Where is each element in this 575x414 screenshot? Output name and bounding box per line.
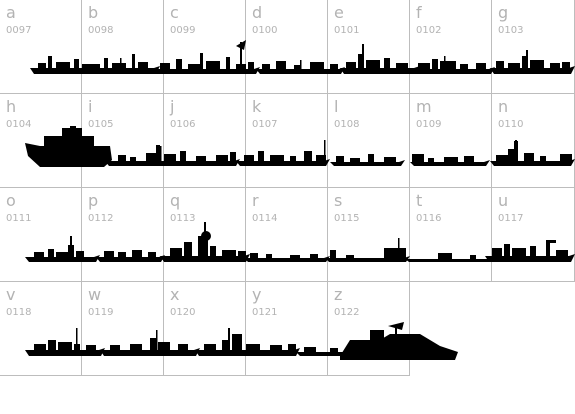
glyph-cell-x: x 0120 (164, 282, 246, 376)
glyph-cell-g: g 0103 (492, 0, 575, 94)
glyph-letter: f (416, 3, 422, 22)
glyph-cell-l: l 0108 (328, 94, 410, 188)
glyph-cell-q: q 0113 (164, 188, 246, 282)
glyph-cell-t: t 0116 (410, 188, 492, 282)
glyph-cell-d: d 0100 (246, 0, 328, 94)
glyph-cell-i: i 0105 (82, 94, 164, 188)
glyph-code: 0100 (252, 25, 278, 36)
glyph-letter: p (88, 191, 99, 210)
glyph-code: 0098 (88, 25, 114, 36)
glyph-code: 0117 (498, 213, 524, 224)
glyph-cell-s: s 0115 (328, 188, 410, 282)
glyph-cell-z: z 0122 (328, 282, 410, 376)
glyph-code: 0120 (170, 307, 196, 318)
glyph-cell-w: w 0119 (82, 282, 164, 376)
glyph-letter: e (334, 3, 344, 22)
glyph-letter: m (416, 97, 432, 116)
glyph-letter: i (88, 97, 93, 116)
glyph-cell-m: m 0109 (410, 94, 492, 188)
glyph-code: 0106 (170, 119, 196, 130)
glyph-letter: a (6, 3, 16, 22)
glyph-letter: x (170, 285, 180, 304)
glyph-code: 0122 (334, 307, 360, 318)
glyph-letter: h (6, 97, 17, 116)
glyph-cell-k: k 0107 (246, 94, 328, 188)
glyph-letter: d (252, 3, 263, 22)
glyph-code: 0103 (498, 25, 524, 36)
glyph-cell-n: n 0110 (492, 94, 575, 188)
glyph-code: 0112 (88, 213, 114, 224)
glyph-code: 0097 (6, 25, 32, 36)
glyph-letter: g (498, 3, 509, 22)
glyph-code: 0107 (252, 119, 278, 130)
glyph-letter: q (170, 191, 181, 210)
glyph-code: 0115 (334, 213, 360, 224)
glyph-letter: l (334, 97, 339, 116)
glyph-code: 0104 (6, 119, 32, 130)
glyph-cell-a: a 0097 (0, 0, 82, 94)
glyph-cell-u: u 0117 (492, 188, 575, 282)
glyph-code: 0118 (6, 307, 32, 318)
glyph-letter: z (334, 285, 343, 304)
glyph-cell-e: e 0101 (328, 0, 410, 94)
glyph-letter: k (252, 97, 262, 116)
glyph-code: 0105 (88, 119, 114, 130)
glyph-cell-v: v 0118 (0, 282, 82, 376)
glyph-code: 0102 (416, 25, 442, 36)
glyph-cell-c: c 0099 (164, 0, 246, 94)
glyph-code: 0099 (170, 25, 196, 36)
glyph-code: 0119 (88, 307, 114, 318)
glyph-letter: o (6, 191, 16, 210)
glyph-cell-b: b 0098 (82, 0, 164, 94)
glyph-cell-h: h 0104 (0, 94, 82, 188)
glyph-code: 0109 (416, 119, 442, 130)
glyph-letter: n (498, 97, 509, 116)
glyph-cell-p: p 0112 (82, 188, 164, 282)
glyph-code: 0116 (416, 213, 442, 224)
glyph-letter: b (88, 3, 99, 22)
glyph-cell-y: y 0121 (246, 282, 328, 376)
glyph-letter: j (170, 97, 175, 116)
glyph-letter: r (252, 191, 259, 210)
glyph-letter: w (88, 285, 102, 304)
glyph-cell-f: f 0102 (410, 0, 492, 94)
glyph-letter: v (6, 285, 16, 304)
glyph-code: 0121 (252, 307, 278, 318)
glyph-code: 0111 (6, 213, 32, 224)
glyph-letter: c (170, 3, 179, 22)
glyph-letter: u (498, 191, 509, 210)
glyph-code: 0101 (334, 25, 360, 36)
glyph-cell-o: o 0111 (0, 188, 82, 282)
glyph-cell-j: j 0106 (164, 94, 246, 188)
glyph-letter: s (334, 191, 343, 210)
glyph-code: 0113 (170, 213, 196, 224)
glyph-cell-r: r 0114 (246, 188, 328, 282)
glyph-code: 0114 (252, 213, 278, 224)
glyph-letter: t (416, 191, 423, 210)
glyph-code: 0110 (498, 119, 524, 130)
glyph-letter: y (252, 285, 262, 304)
glyph-code: 0108 (334, 119, 360, 130)
